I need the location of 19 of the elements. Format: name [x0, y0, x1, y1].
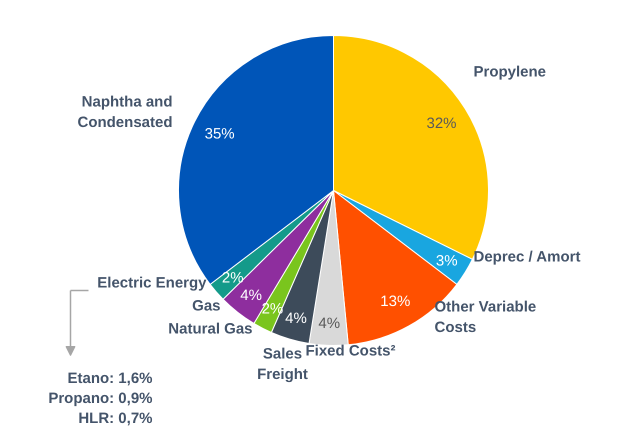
data-label: 35% — [204, 126, 235, 143]
slice-label: Sales Freight — [257, 346, 308, 383]
data-label: 32% — [426, 114, 457, 132]
slice-label: Other Variable Costs — [434, 298, 536, 336]
slice-label: Propylene — [474, 64, 546, 80]
data-label: 4% — [285, 310, 307, 327]
text: HLR: 0,7% — [78, 410, 153, 427]
slice-label: Naphtha and Condensated — [77, 94, 173, 131]
slice-label: Natural Gas — [168, 320, 253, 338]
slice-label: Fixed Costs² — [306, 342, 396, 360]
data-label: 4% — [240, 286, 262, 304]
data-label: 3% — [436, 252, 458, 270]
text: Propano: 0,9% — [48, 390, 152, 407]
slice-label: Electric Energy — [97, 274, 208, 292]
text: Etano: 1,6% — [67, 370, 153, 387]
data-label: 4% — [318, 315, 340, 332]
slice-label: Gas — [192, 298, 221, 314]
data-label: 13% — [380, 293, 410, 310]
slice-label: Deprec / Amort — [474, 248, 580, 266]
